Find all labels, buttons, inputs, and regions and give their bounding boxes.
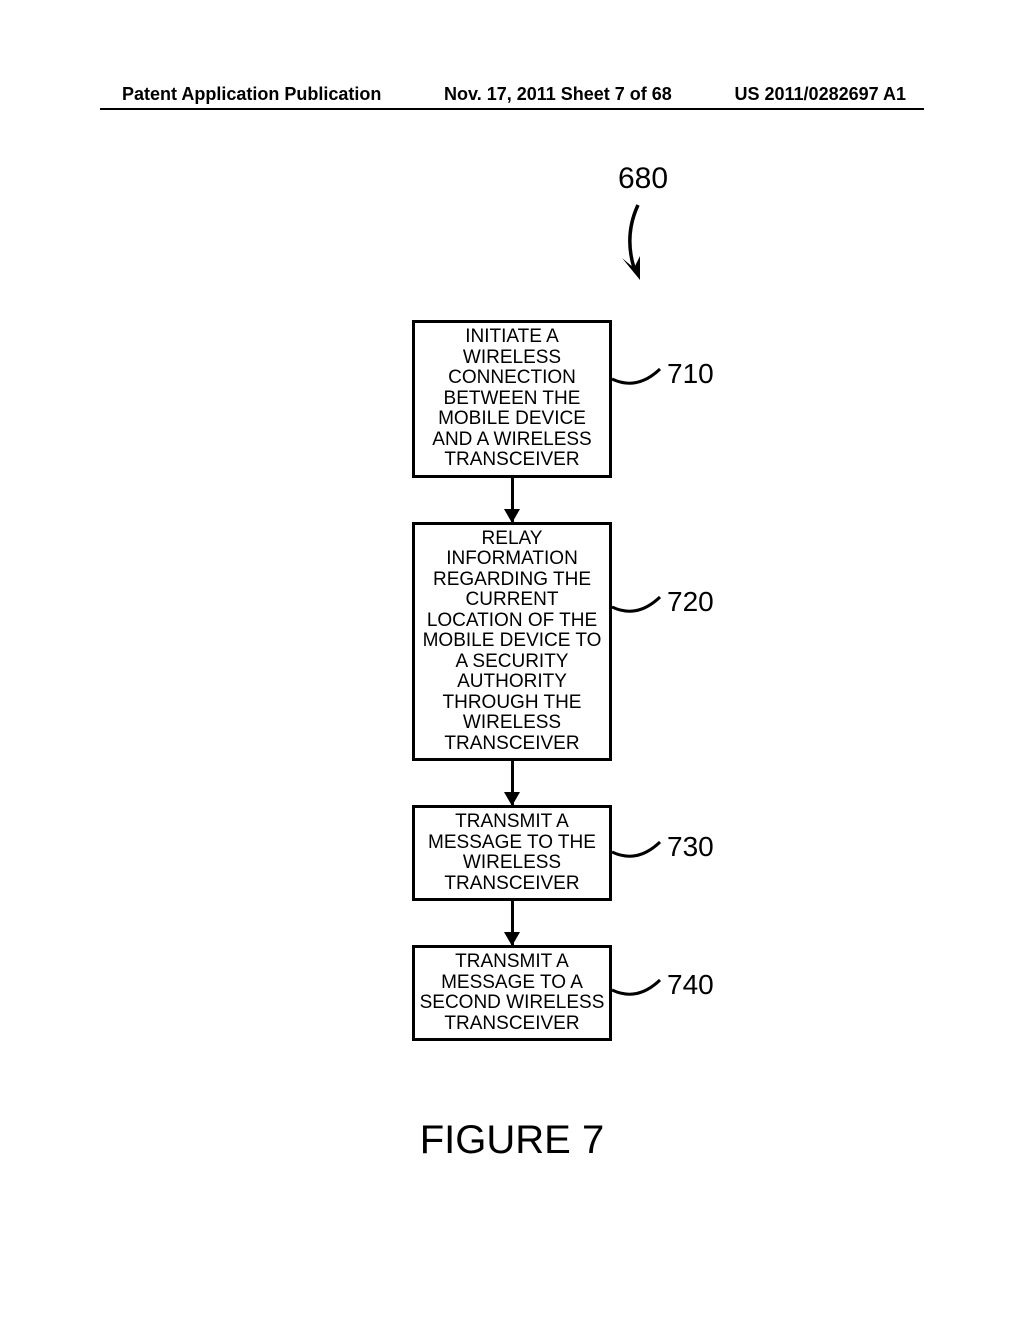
- header-right: US 2011/0282697 A1: [735, 84, 906, 105]
- flow-connector: [511, 478, 514, 522]
- flow-node-label: 720: [667, 587, 714, 617]
- flow-node-label: 740: [667, 970, 714, 1000]
- flow-node-label: 710: [667, 359, 714, 389]
- reference-number: 680: [618, 162, 668, 196]
- flow-node-720: RELAY INFORMATION REGARDING THE CURRENT …: [412, 522, 612, 762]
- callout-line-icon: [612, 591, 667, 621]
- page-header: Patent Application Publication Nov. 17, …: [0, 84, 1024, 105]
- flowchart: INITIATE A WIRELESS CONNECTION BETWEEN T…: [0, 320, 1024, 1041]
- figure-title: FIGURE 7: [0, 1118, 1024, 1163]
- flow-node-730: TRANSMIT A MESSAGE TO THE WIRELESS TRANS…: [412, 805, 612, 901]
- callout-line-icon: [612, 363, 667, 393]
- header-left: Patent Application Publication: [122, 84, 381, 105]
- flow-node-740: TRANSMIT A MESSAGE TO A SECOND WIRELESS …: [412, 945, 612, 1041]
- arrowhead-icon: [504, 792, 520, 806]
- flow-node-710: INITIATE A WIRELESS CONNECTION BETWEEN T…: [412, 320, 612, 478]
- header-center: Nov. 17, 2011 Sheet 7 of 68: [444, 84, 672, 105]
- flow-node-text: TRANSMIT A MESSAGE TO THE WIRELESS TRANS…: [428, 811, 596, 894]
- flow-connector: [511, 901, 514, 945]
- flow-node-label: 730: [667, 832, 714, 862]
- arrowhead-icon: [504, 509, 520, 523]
- callout-line-icon: [612, 974, 667, 1004]
- flow-node-text: RELAY INFORMATION REGARDING THE CURRENT …: [423, 528, 602, 754]
- header-divider: [100, 108, 924, 110]
- arrowhead-icon: [504, 932, 520, 946]
- flow-connector: [511, 761, 514, 805]
- callout-line-icon: [612, 836, 667, 866]
- flow-node-text: INITIATE A WIRELESS CONNECTION BETWEEN T…: [432, 326, 591, 470]
- flow-node-text: TRANSMIT A MESSAGE TO A SECOND WIRELESS …: [420, 951, 605, 1034]
- reference-arrow-icon: [608, 200, 668, 290]
